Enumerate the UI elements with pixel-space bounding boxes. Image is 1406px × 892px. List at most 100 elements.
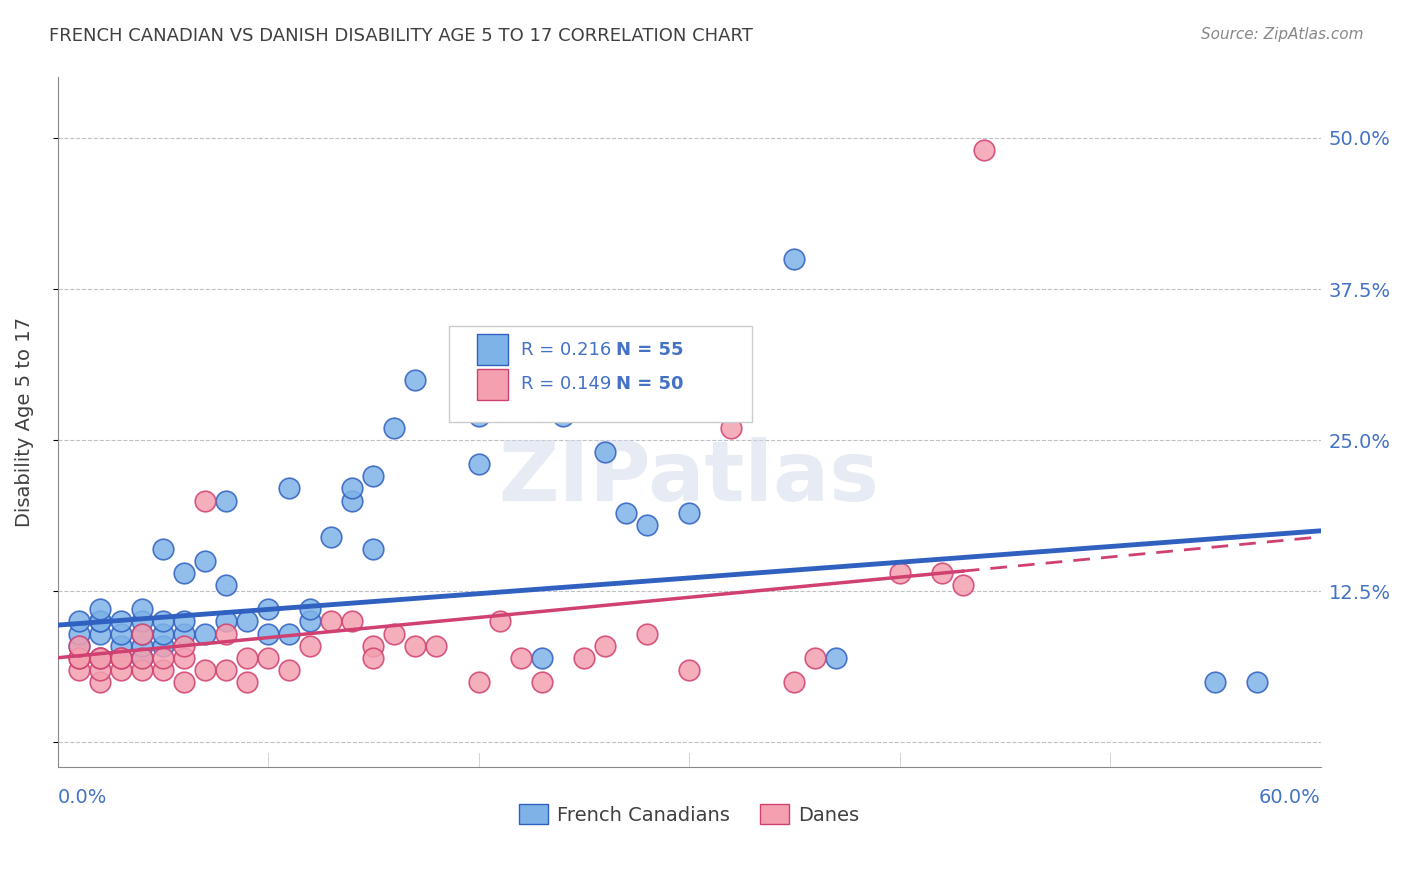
Text: 0.0%: 0.0% (58, 789, 107, 807)
Point (931, 566, 953, 581)
Point (131, 626, 153, 640)
Text: ZIPatlas: ZIPatlas (499, 437, 880, 517)
Point (572, 650, 595, 665)
Point (509, 650, 531, 665)
Point (67, 639, 90, 653)
Point (89, 626, 111, 640)
Point (636, 626, 658, 640)
Point (257, 650, 280, 665)
Point (173, 639, 195, 653)
Point (215, 626, 238, 640)
Legend: French Canadians, Danes: French Canadians, Danes (510, 797, 868, 832)
Point (89, 663, 111, 677)
Point (678, 663, 700, 677)
Point (299, 602, 322, 616)
Point (783, 252, 806, 266)
Point (152, 639, 174, 653)
Point (236, 650, 259, 665)
Text: N = 50: N = 50 (616, 376, 683, 393)
Point (278, 663, 301, 677)
Point (321, 615, 343, 629)
Point (236, 675, 259, 690)
Point (89, 650, 111, 665)
Point (152, 626, 174, 640)
Point (363, 650, 385, 665)
Point (194, 663, 217, 677)
Point (825, 650, 848, 665)
Point (89, 615, 111, 629)
Text: R = 0.149: R = 0.149 (522, 376, 612, 393)
Point (952, 578, 974, 592)
Point (404, 639, 426, 653)
Point (67, 615, 90, 629)
Point (467, 675, 489, 690)
Point (131, 650, 153, 665)
Point (89, 602, 111, 616)
Text: Source: ZipAtlas.com: Source: ZipAtlas.com (1201, 27, 1364, 42)
Point (131, 602, 153, 616)
FancyBboxPatch shape (449, 326, 752, 422)
Point (1246, 675, 1268, 690)
Point (720, 421, 742, 435)
Point (152, 650, 174, 665)
Point (321, 530, 343, 544)
Point (110, 639, 132, 653)
Point (67, 626, 90, 640)
Point (215, 615, 238, 629)
Point (1204, 675, 1226, 690)
Point (67, 663, 90, 677)
Point (215, 493, 238, 508)
Point (173, 675, 195, 690)
Point (551, 409, 574, 423)
Point (110, 626, 132, 640)
Point (384, 421, 406, 435)
Point (131, 639, 153, 653)
Point (404, 373, 426, 387)
Point (363, 469, 385, 483)
Point (173, 626, 195, 640)
Point (131, 650, 153, 665)
Point (215, 663, 238, 677)
Point (89, 615, 111, 629)
Point (215, 578, 238, 592)
Point (278, 626, 301, 640)
Point (131, 626, 153, 640)
Point (152, 615, 174, 629)
Point (363, 541, 385, 556)
Text: 60.0%: 60.0% (1258, 789, 1320, 807)
Point (194, 626, 217, 640)
Point (636, 517, 658, 532)
Point (152, 663, 174, 677)
Point (425, 639, 447, 653)
Point (363, 639, 385, 653)
Point (593, 639, 616, 653)
Point (593, 445, 616, 459)
Text: FRENCH CANADIAN VS DANISH DISABILITY AGE 5 TO 17 CORRELATION CHART: FRENCH CANADIAN VS DANISH DISABILITY AGE… (49, 27, 754, 45)
Bar (477, 334, 509, 366)
Point (131, 615, 153, 629)
Point (889, 566, 911, 581)
Y-axis label: Disability Age 5 to 17: Disability Age 5 to 17 (15, 317, 34, 527)
Point (110, 650, 132, 665)
Point (342, 482, 364, 496)
Point (89, 650, 111, 665)
Point (89, 675, 111, 690)
Point (110, 650, 132, 665)
Point (384, 626, 406, 640)
Point (257, 626, 280, 640)
Point (299, 639, 322, 653)
Point (152, 541, 174, 556)
Point (783, 675, 806, 690)
Point (110, 650, 132, 665)
Point (530, 675, 553, 690)
Point (278, 482, 301, 496)
Bar (477, 369, 509, 400)
Point (131, 663, 153, 677)
Point (530, 650, 553, 665)
Point (614, 506, 637, 520)
Point (257, 602, 280, 616)
Point (173, 615, 195, 629)
Point (342, 493, 364, 508)
Point (467, 409, 489, 423)
Text: R = 0.216: R = 0.216 (522, 341, 612, 359)
